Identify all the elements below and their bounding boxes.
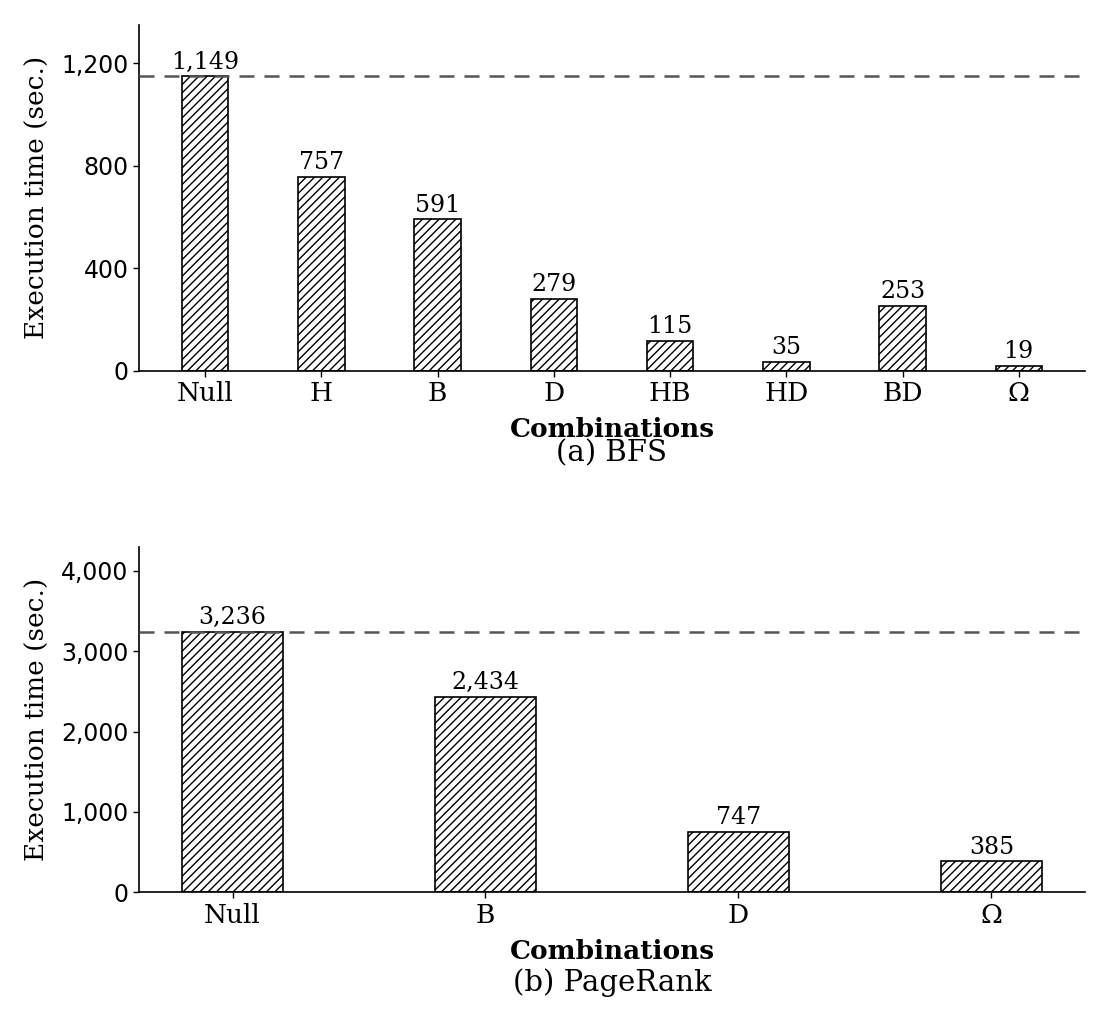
Text: 279: 279 (532, 274, 576, 296)
Text: 747: 747 (716, 807, 761, 829)
X-axis label: Combinations: Combinations (509, 939, 715, 964)
Bar (647, 341, 694, 371)
Text: 35: 35 (771, 336, 801, 359)
Text: 3,236: 3,236 (199, 607, 266, 629)
Bar (182, 632, 283, 893)
X-axis label: Combinations: Combinations (509, 417, 715, 442)
Bar (435, 697, 536, 893)
Bar (941, 861, 1042, 893)
Bar (414, 219, 461, 371)
Text: 2,434: 2,434 (452, 671, 519, 694)
Bar (763, 362, 809, 371)
Text: 19: 19 (1003, 340, 1033, 363)
Bar (996, 366, 1042, 371)
Text: (b) PageRank: (b) PageRank (513, 969, 712, 997)
Text: 253: 253 (880, 280, 925, 303)
Bar (299, 176, 344, 371)
Text: 757: 757 (299, 151, 344, 174)
Bar (531, 299, 577, 371)
Y-axis label: Execution time (sec.): Execution time (sec.) (26, 56, 50, 339)
Bar (688, 832, 789, 893)
Bar (182, 77, 229, 371)
Bar (879, 305, 926, 371)
Text: 1,149: 1,149 (171, 50, 240, 74)
Text: 385: 385 (969, 835, 1013, 859)
Text: (a) BFS: (a) BFS (556, 440, 667, 467)
Text: 591: 591 (415, 194, 461, 216)
Y-axis label: Execution time (sec.): Execution time (sec.) (26, 578, 50, 861)
Text: 115: 115 (647, 316, 693, 338)
